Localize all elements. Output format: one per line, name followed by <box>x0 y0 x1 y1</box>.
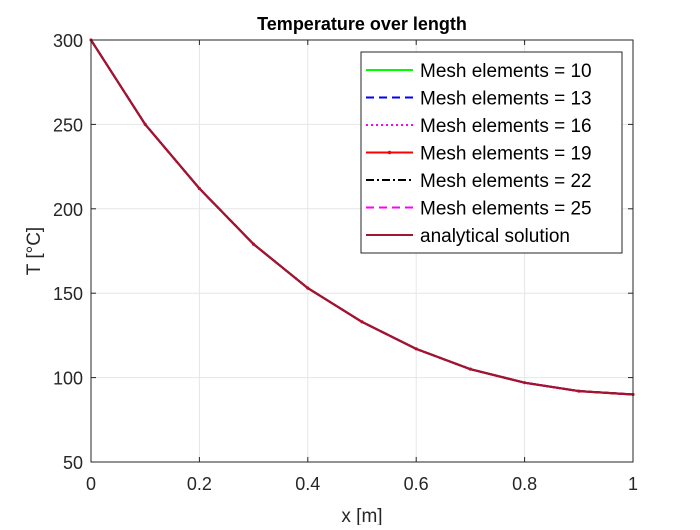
y-tick-label: 300 <box>53 31 83 51</box>
x-tick-label: 1 <box>628 474 638 494</box>
legend-label-6: Mesh elements = 25 <box>420 199 592 220</box>
y-tick-label: 100 <box>53 369 83 389</box>
chart-title: Temperature over length <box>257 14 467 34</box>
legend-label-4: Mesh elements = 19 <box>420 144 592 165</box>
series-line-7 <box>90 39 634 396</box>
legend-label-7: analytical solution <box>420 226 570 247</box>
legend: Mesh elements = 10 Mesh elements = 13 Mesh… <box>360 51 623 254</box>
y-tick-label: 50 <box>63 453 83 473</box>
x-tick-label: 0 <box>86 474 96 494</box>
legend-label-1: Mesh elements = 10 <box>420 61 592 82</box>
x-axis-label: x [m] <box>341 506 382 525</box>
axes-box <box>90 39 634 463</box>
legend-label-2: Mesh elements = 13 <box>420 89 592 110</box>
y-axis-label: T [°C] <box>24 227 45 275</box>
y-tick-label: 150 <box>53 284 83 304</box>
x-tick-label: 0.2 <box>187 474 212 494</box>
y-tick-label: 200 <box>53 200 83 220</box>
legend-label-5: Mesh elements = 22 <box>420 171 592 192</box>
legend-swatch-marker <box>387 150 392 155</box>
x-tick-label: 0.4 <box>295 474 320 494</box>
x-tick-label: 0.8 <box>512 474 537 494</box>
series-lines <box>89 38 635 397</box>
x-tick-label: 0.6 <box>404 474 429 494</box>
legend-label-3: Mesh elements = 16 <box>420 116 592 137</box>
y-tick-label: 250 <box>53 115 83 135</box>
